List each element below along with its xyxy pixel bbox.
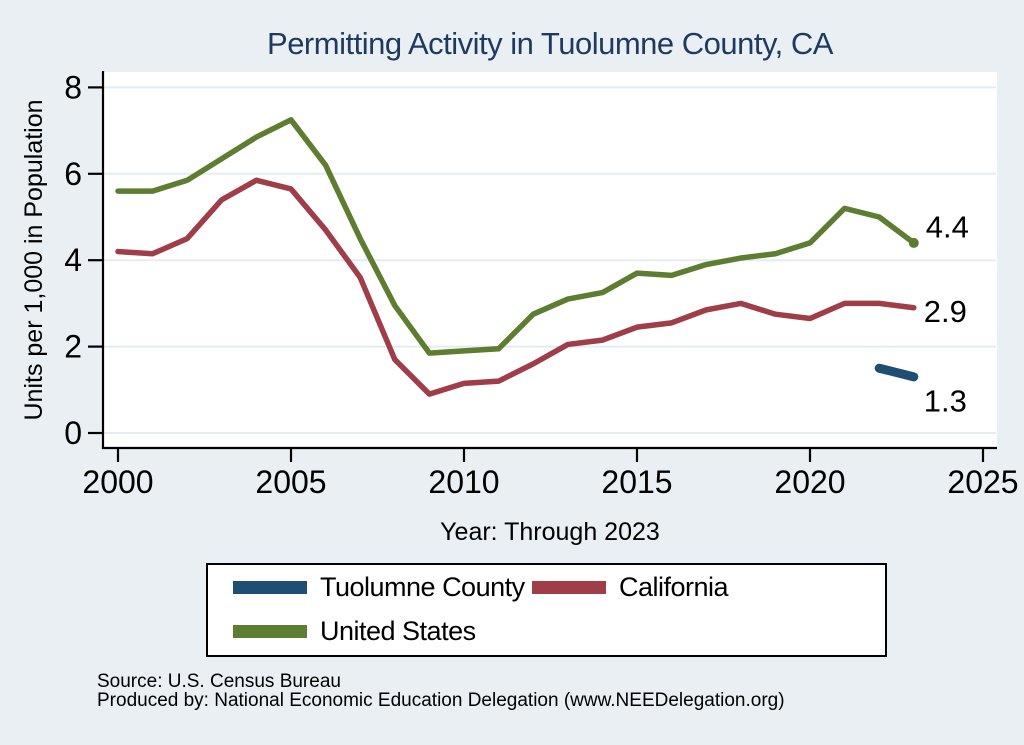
y-tick-label: 2 [64,329,82,365]
legend-row-2: United States [208,609,885,653]
legend: Tuolumne County California United States [206,563,887,657]
tick-labels: 0 2 4 6 8 2000 2005 2010 2015 2020 2025 [64,69,1018,500]
series-end-dot [908,237,919,248]
series-line-california [115,177,917,397]
end-value-label-united-states: 4.4 [926,209,969,244]
california-line-swatch [532,580,606,594]
x-tick-label: 2000 [82,464,153,500]
legend-label-tuolumne-county: Tuolumne County [320,571,525,602]
x-tick-label: 2025 [947,464,1018,500]
x-tick-label: 2010 [428,464,499,500]
y-tick-label: 4 [64,242,82,278]
legend-item-tuolumne-county: Tuolumne County [233,572,532,603]
gridlines [104,86,996,434]
y-tick-label: 8 [64,69,82,105]
axes [88,71,997,462]
end-value-label-california: 2.9 [924,294,967,329]
legend-label-united-states: United States [320,615,476,646]
x-tick-label: 2020 [774,464,845,500]
series-line-tuolumne-county [874,363,919,382]
y-tick-label: 6 [64,156,82,192]
source-note: Source: U.S. Census Bureau [97,671,341,692]
legend-item-california: California [532,571,729,603]
footer-notes: Source: U.S. Census Bureau Produced by: … [97,672,785,710]
y-tick-label: 0 [64,415,82,451]
x-tick-label: 2015 [601,464,672,500]
y-axis-title: Units per 1,000 in Population [20,99,48,420]
x-axis-title: Year: Through 2023 [440,518,660,546]
produced-by-note: Produced by: National Economic Education… [97,690,785,711]
chart-title: Permitting Activity in Tuolumne County, … [267,26,833,61]
x-tick-label: 2005 [255,464,326,500]
end-value-label-tuolumne-county: 1.3 [924,383,967,418]
tuolumne-county-line-swatch [233,580,307,594]
end-value-labels: 4.4 2.9 1.3 [924,209,969,418]
legend-row-1: Tuolumne County California [208,565,885,609]
legend-item-united-states: United States [233,616,532,647]
series-line-united-states [115,117,917,356]
series-lines [115,117,919,397]
legend-label-california: California [619,571,729,602]
united-states-line-swatch [233,624,307,638]
